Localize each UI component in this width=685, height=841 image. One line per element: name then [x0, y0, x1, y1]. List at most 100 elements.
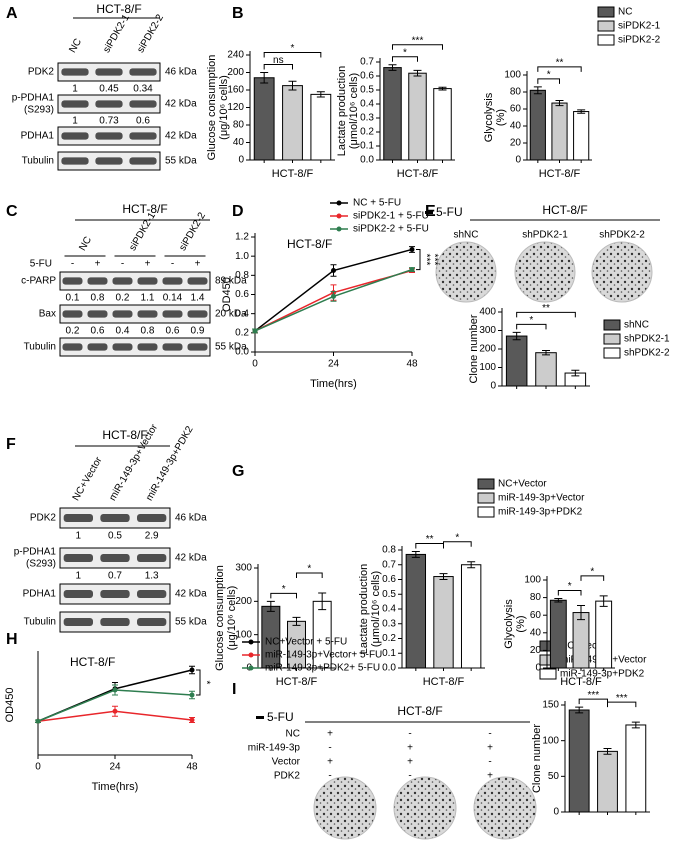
error-bar	[413, 69, 422, 77]
blot-kda: 55 kDa	[165, 156, 197, 167]
bar	[282, 85, 303, 161]
group-label: NC	[77, 235, 94, 253]
y-axis-label: (μmol/10⁶ cells)	[370, 571, 382, 647]
x-axis-label: HCT-8/F	[276, 676, 318, 688]
x-axis-label: HCT-8/F	[539, 168, 581, 180]
blot-quant: 1	[72, 84, 78, 95]
blot-quant: 0.9	[191, 326, 205, 337]
blot-band	[112, 277, 133, 285]
blot-band	[100, 590, 130, 598]
x-axis-label: HCT-8/F	[423, 676, 465, 688]
y-tick-label: 0.1	[360, 141, 374, 152]
treatment-sign: -	[71, 259, 74, 270]
bar	[383, 67, 402, 161]
blot-band	[129, 100, 157, 108]
x-tick-label: 48	[406, 359, 418, 370]
y-axis-label: Glucose consumption	[206, 55, 218, 161]
y-tick-label: 20	[530, 645, 542, 656]
y-tick-label: 80	[233, 120, 245, 131]
series-point	[35, 718, 41, 724]
error-bar	[467, 561, 476, 569]
blot-kda: 42 kDa	[175, 553, 207, 564]
significance-bracket	[607, 701, 637, 708]
legend-label: siPDK2-2	[618, 35, 661, 46]
y-tick-label: 0.4	[382, 604, 396, 615]
series-point	[252, 328, 258, 334]
blot-quant: 0.6	[91, 326, 105, 337]
blot-band	[95, 68, 123, 76]
significance-label: **	[426, 534, 434, 545]
x-tick-label: 0	[35, 762, 41, 773]
blot-row-label: Bax	[39, 309, 56, 320]
lane-label: siPDK2-2	[135, 12, 166, 54]
panel-letter: C	[6, 203, 18, 220]
significance-bracket	[516, 311, 576, 318]
y-tick-label: 0.4	[360, 99, 374, 110]
y-axis-label: Clone number	[468, 314, 480, 383]
blot-quant: 1	[72, 116, 78, 127]
y-tick-label: 80	[510, 87, 522, 98]
blot-band	[100, 618, 130, 626]
y-tick-label: 300	[479, 325, 496, 336]
blot-header: HCT-8/F	[102, 428, 147, 442]
condition-sign: -	[328, 771, 331, 782]
error-bar	[631, 721, 640, 729]
y-tick-label: 0.6	[382, 574, 396, 585]
bar	[505, 335, 528, 387]
blot-band	[87, 310, 108, 318]
blot-row-label: p-PDHA1	[12, 93, 55, 104]
blot-kda: 42 kDa	[165, 99, 197, 110]
bar	[253, 77, 275, 161]
blot-kda: 46 kDa	[165, 67, 197, 78]
y-axis-label: Glycolysis	[483, 92, 495, 142]
blot-quant: 2.9	[145, 531, 159, 542]
y-tick-label: 40	[510, 121, 522, 132]
significance-label: ***	[420, 254, 431, 266]
bar	[549, 599, 567, 669]
legend-label: siPDK2-2 + 5-FU	[353, 224, 429, 235]
dish	[473, 776, 537, 840]
y-tick-label: 0.0	[235, 347, 249, 358]
blot-band	[129, 157, 157, 165]
blot-quant: 0.5	[108, 531, 122, 542]
y-tick-label: 100	[524, 575, 541, 586]
blot-band	[137, 310, 158, 318]
blot-band	[63, 514, 93, 522]
error-bar	[388, 64, 397, 71]
legend-label: miR-149-3p+Vector	[498, 493, 585, 504]
panel-letter: I	[232, 681, 236, 698]
inner-title: HCT-8/F	[287, 237, 332, 251]
bar	[529, 89, 546, 161]
error-bar	[292, 616, 301, 626]
y-tick-label: 0.5	[360, 85, 374, 96]
y-tick-label: 20	[510, 138, 522, 149]
dish	[313, 776, 377, 840]
y-tick-label: 50	[548, 771, 560, 782]
blot-row-label: PDHA1	[21, 131, 55, 142]
legend-swatch	[597, 6, 615, 18]
significance-bracket	[263, 64, 293, 70]
blot-band	[129, 68, 157, 76]
significance-label: *	[307, 564, 311, 575]
blot-kda: 42 kDa	[165, 131, 197, 142]
y-tick-label: 100	[504, 70, 521, 81]
blot-header: HCT-8/F	[96, 2, 141, 16]
significance-bracket	[392, 56, 418, 62]
legend-label: miR-149-3p+PDK2	[560, 669, 645, 680]
y-axis-label: OD450	[221, 277, 233, 312]
condition-sign: +	[327, 729, 333, 740]
significance-bracket	[443, 541, 472, 547]
dish-header: HCT-8/F	[542, 203, 587, 217]
significance-label: *	[455, 532, 459, 543]
error-bar	[599, 595, 608, 607]
lane-label: siPDK2-1	[101, 12, 132, 54]
condition-sign: +	[407, 743, 413, 754]
blot-quant: 0.2	[66, 326, 80, 337]
blot-row-label: (S293)	[26, 559, 56, 570]
blot-box	[59, 304, 211, 324]
legend-swatch	[539, 668, 557, 680]
y-axis-label: (%)	[495, 109, 507, 126]
legend-label: NC + 5-FU	[353, 198, 401, 209]
y-tick-label: 0	[515, 155, 521, 166]
y-axis-label: (μg/10⁶ cells)	[226, 586, 238, 651]
